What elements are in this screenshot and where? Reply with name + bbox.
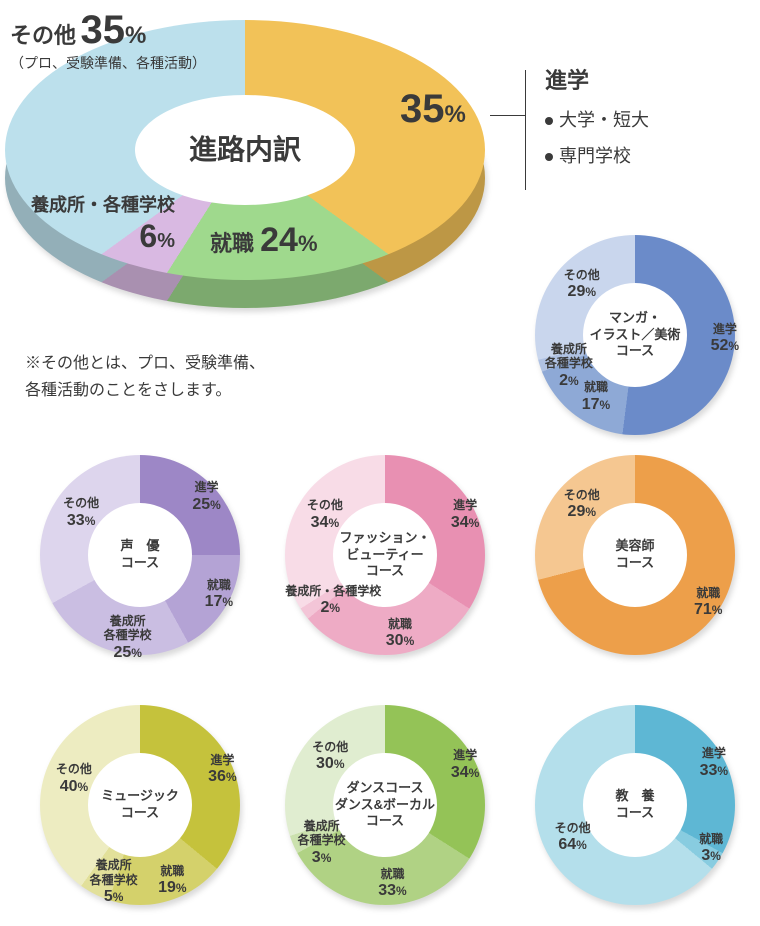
main-seg-shingaku-label: 進学 — [545, 68, 589, 94]
sub-0-slice-0: 進学52% — [680, 322, 760, 356]
sub-pie-2: ファッション・ビューティーコース進学34%就職30%養成所・各種学校2%その他3… — [275, 445, 495, 665]
sub-3-slice-1: その他29% — [537, 488, 627, 522]
sub-6-slice-2: その他64% — [528, 821, 618, 855]
sub-6-slice-1: 就職3% — [666, 832, 756, 866]
sub-0-slice-3: その他29% — [537, 268, 627, 302]
sub-5-slice-1: 就職33% — [347, 867, 437, 901]
main-seg-shingaku-sublist: 大学・短大専門学校 — [545, 102, 649, 174]
main-seg-sonota: その他 35%（プロ、受験準備、各種活動） — [10, 6, 206, 73]
sub-0-slice-2: 養成所各種学校2% — [524, 342, 614, 390]
main-seg-shingaku-pct: 35% — [400, 85, 466, 133]
sub-2-slice-1: 就職30% — [355, 617, 445, 651]
sub-4-slice-0: 進学36% — [177, 753, 267, 787]
footnote: ※その他とは、プロ、受験準備、各種活動のことをさします。 — [25, 350, 265, 404]
main-seg-shingaku-sub-1: 専門学校 — [545, 138, 649, 174]
sub-4-slice-2: 養成所各種学校5% — [69, 858, 159, 906]
sub-2-slice-0: 進学34% — [420, 498, 510, 532]
sub-6-slice-0: 進学33% — [669, 746, 759, 780]
sub-1-slice-0: 進学25% — [162, 480, 252, 514]
sub-pie-4: ミュージックコース進学36%就職19%養成所各種学校5%その他40% — [30, 695, 250, 915]
main-seg-shushoku: 就職 24% — [210, 220, 318, 261]
sub-pie-title-3: 美容師コース — [615, 538, 654, 572]
sub-pie-title-6: 教 養コース — [615, 788, 654, 822]
main-seg-shingaku-sub-0: 大学・短大 — [545, 102, 649, 138]
sub-3-slice-0: 就職71% — [663, 586, 753, 620]
main-pie-center: 進路内訳 — [135, 95, 355, 205]
sub-pie-5: ダンスコースダンス&ボーカルコース進学34%就職33%養成所各種学校3%その他3… — [275, 695, 495, 915]
sub-pie-3: 美容師コース就職71%その他29% — [525, 445, 745, 665]
sub-5-slice-2: 養成所各種学校3% — [277, 819, 367, 867]
sub-pie-title-2: ファッション・ビューティーコース — [339, 530, 430, 581]
sub-4-slice-3: その他40% — [29, 762, 119, 796]
sub-pie-1: 声 優コース進学25%就職17%養成所各種学校25%その他33% — [30, 445, 250, 665]
main-seg-yoseijo: 養成所・各種学校6% — [0, 195, 175, 255]
sub-pie-title-1: 声 優コース — [120, 538, 159, 572]
sub-1-slice-2: 養成所各種学校25% — [83, 614, 173, 662]
main-pie-title: 進路内訳 — [189, 132, 301, 168]
sub-2-slice-2: 養成所・各種学校2% — [285, 584, 375, 618]
sub-1-slice-3: その他33% — [36, 496, 126, 530]
sub-2-slice-3: その他34% — [280, 498, 370, 532]
sub-5-slice-3: その他30% — [285, 740, 375, 774]
sub-pie-0: マンガ・イラスト／美術コース進学52%就職17%養成所各種学校2%その他29% — [525, 225, 745, 445]
sub-1-slice-1: 就職17% — [174, 578, 264, 612]
sub-5-slice-0: 進学34% — [420, 748, 510, 782]
sub-pie-6: 教 養コース進学33%就職3%その他64% — [525, 695, 745, 915]
